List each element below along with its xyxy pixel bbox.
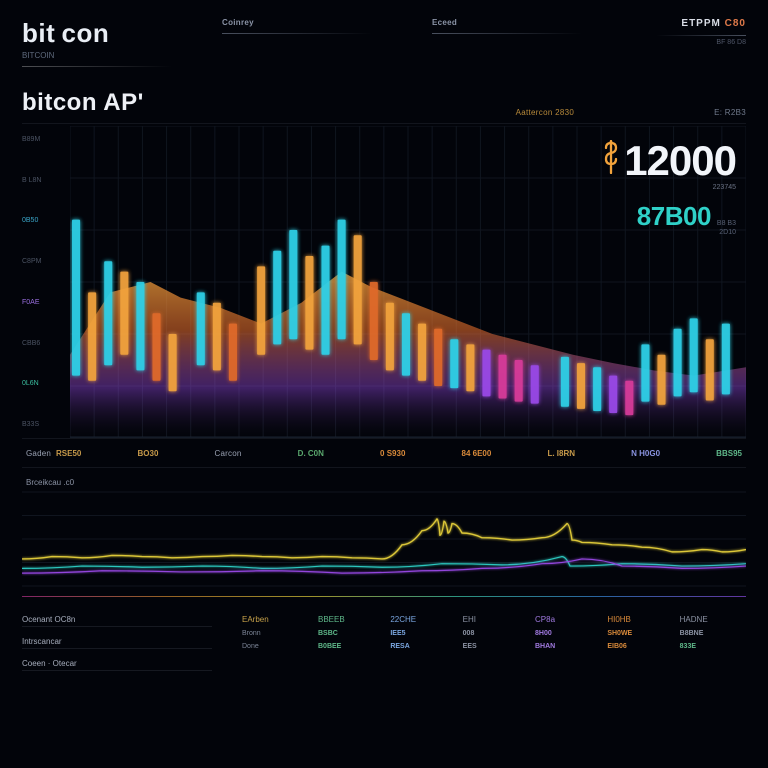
header-tab-label: Coinrey: [222, 18, 372, 27]
titlebar: bitcon AP' Aattercon 2830 E: R2B3: [22, 89, 746, 124]
gradient-rule: [22, 596, 746, 597]
yaxis-label: CBB6: [22, 340, 62, 347]
footer-grid-cell: RESA: [390, 643, 456, 650]
ticker-cell[interactable]: Carcon: [215, 449, 242, 458]
footer-grid-cell: BSBC: [318, 630, 384, 637]
header-right: ETPPM C80 BF 86 D8: [656, 18, 746, 46]
header-tab-0[interactable]: Coinrey: [222, 18, 372, 37]
footer-left-rule: [22, 648, 212, 649]
mini-chart-svg: [22, 474, 746, 592]
chart-plot[interactable]: [70, 126, 746, 438]
yaxis-label: F0AE: [22, 299, 62, 306]
ticker-value: D. C0N: [298, 449, 324, 458]
footer-left-label: Intrscancar: [22, 637, 212, 646]
header-right-a: ETPPM: [681, 18, 720, 29]
ticker-cell[interactable]: 84 6E00: [462, 449, 492, 458]
tab-underline: [432, 33, 582, 34]
footer-grid-hcell: HADNE: [680, 615, 746, 624]
chart-svg: [70, 126, 746, 438]
footer-grid-hcell: EHI: [463, 615, 529, 624]
footer-left-row[interactable]: Intrscancar: [22, 637, 212, 649]
yaxis-label: B89M: [22, 136, 62, 143]
footer-grid-cell: B0BEE: [318, 643, 384, 650]
header-tabs: Coinrey Eceed: [222, 18, 656, 37]
header-tab-1[interactable]: Eceed: [432, 18, 582, 37]
footer-grid-cell: BHAN: [535, 643, 601, 650]
brand-text-a: bit: [22, 18, 55, 48]
footer-grid-cell: EES: [463, 643, 529, 650]
ticker-cell[interactable]: 0 S930: [380, 449, 405, 458]
brand-text-c: con: [62, 18, 110, 48]
yaxis-label: 0L6N: [22, 380, 62, 387]
footer-grid-cell: 833E: [680, 643, 746, 650]
ticker-value: N H0G0: [631, 449, 660, 458]
title-meta-2: E: R2B3: [714, 108, 746, 117]
brand-subtitle: BITCOIN: [22, 51, 172, 60]
title-meta: Aattercon 2830 E: R2B3: [516, 108, 746, 117]
footer-grid-hcell: 22CHE: [390, 615, 456, 624]
footer-grid-hcell: CP8a: [535, 615, 601, 624]
chart-yaxis-left: B89M B L8N 0B50 C8PM F0AE CBB6 0L6N B33S: [22, 136, 62, 428]
ticker-cell[interactable]: BBS95: [716, 449, 742, 458]
ticker-key: Carcon: [215, 449, 242, 458]
ticker-cell[interactable]: N H0G0: [631, 449, 660, 458]
ticker-cell[interactable]: D. C0N: [298, 449, 324, 458]
ticker-cell[interactable]: BO30: [138, 449, 159, 458]
ticker-value: 84 6E00: [462, 449, 492, 458]
ticker-cell[interactable]: L. I8RN: [547, 449, 575, 458]
footer-grid: EArben BBEEB 22CHE EHI CP8a HI0HB HADNE Bronn BS…: [242, 615, 746, 671]
footer-grid-cell: 008: [463, 630, 529, 637]
yaxis-label: B L8N: [22, 177, 62, 184]
header-right-label: ETPPM C80: [656, 18, 746, 29]
footer-grid-rowkey: Done: [242, 643, 312, 650]
footer-left-row[interactable]: Coeen · Otecar: [22, 659, 212, 671]
brand[interactable]: bit con BITCOIN: [22, 18, 172, 67]
header-right-sub: BF 86 D8: [656, 39, 746, 46]
title-meta-1: Aattercon 2830: [516, 108, 574, 117]
footer-grid-hcell: BBEEB: [318, 615, 384, 624]
footer-grid-header: EArben BBEEB 22CHE EHI CP8a HI0HB HADNE: [242, 615, 746, 624]
tab-underline: [222, 33, 372, 34]
header-tab-label: Eceed: [432, 18, 582, 27]
ticker-value: 0 S930: [380, 449, 405, 458]
main-chart[interactable]: B89MB L8N0B50C8PMF0AECBB60L6NB33S 12000 …: [22, 126, 746, 438]
footer-grid-hcell: EArben: [242, 615, 312, 624]
footer-grid-row[interactable]: Bronn BSBC IEE5 008 8H00 SH0WE B8BNE: [242, 630, 746, 637]
footer-grid-row[interactable]: Done B0BEE RESA EES BHAN EIB06 833E: [242, 643, 746, 650]
footer-grid-rowkey: Bronn: [242, 630, 312, 637]
ticker-value: RSE50: [56, 449, 81, 458]
app-root: bit con BITCOIN Coinrey Eceed ETPPM C80: [0, 0, 768, 768]
ticker-value: BBS95: [716, 449, 742, 458]
footer-left-label: Coeen · Otecar: [22, 659, 212, 668]
mini-chart[interactable]: Brceikcau .c0: [22, 474, 746, 592]
yaxis-label: B33S: [22, 421, 62, 428]
header-right-b: C80: [725, 18, 746, 29]
footer-left-label: Ocenant OC8n: [22, 615, 212, 624]
footer-left-rule: [22, 670, 212, 671]
yaxis-label: 0B50: [22, 217, 62, 224]
footer-grid-cell: 8H00: [535, 630, 601, 637]
footer-leftlist: Ocenant OC8n Intrscancar Coeen · Otecar: [22, 615, 212, 671]
footer-grid-hcell: HI0HB: [607, 615, 673, 624]
footer-grid-cell: SH0WE: [607, 630, 673, 637]
ticker-strip: Gaden RSE50 BO30 Carcon D. C0N 0 S930 84 6E00 L…: [22, 438, 746, 468]
brand-wordmark: bit con: [22, 18, 172, 49]
footer-grid-cell: B8BNE: [680, 630, 746, 637]
ticker-value: BO30: [138, 449, 159, 458]
footer-left-rule: [22, 626, 212, 627]
page-title: bitcon AP': [22, 89, 144, 117]
footer-panel: Ocenant OC8n Intrscancar Coeen · Otecar EA…: [22, 607, 746, 671]
topbar: bit con BITCOIN Coinrey Eceed ETPPM C80: [22, 18, 746, 67]
yaxis-label: C8PM: [22, 258, 62, 265]
footer-grid-cell: IEE5: [390, 630, 456, 637]
header-right-underline: [656, 35, 746, 36]
footer-grid-cell: EIB06: [607, 643, 673, 650]
footer-left-row[interactable]: Ocenant OC8n: [22, 615, 212, 627]
ticker-cell[interactable]: Gaden RSE50: [26, 449, 81, 458]
ticker-value: L. I8RN: [547, 449, 575, 458]
brand-underline: [22, 66, 172, 67]
ticker-key: Gaden: [26, 449, 51, 458]
